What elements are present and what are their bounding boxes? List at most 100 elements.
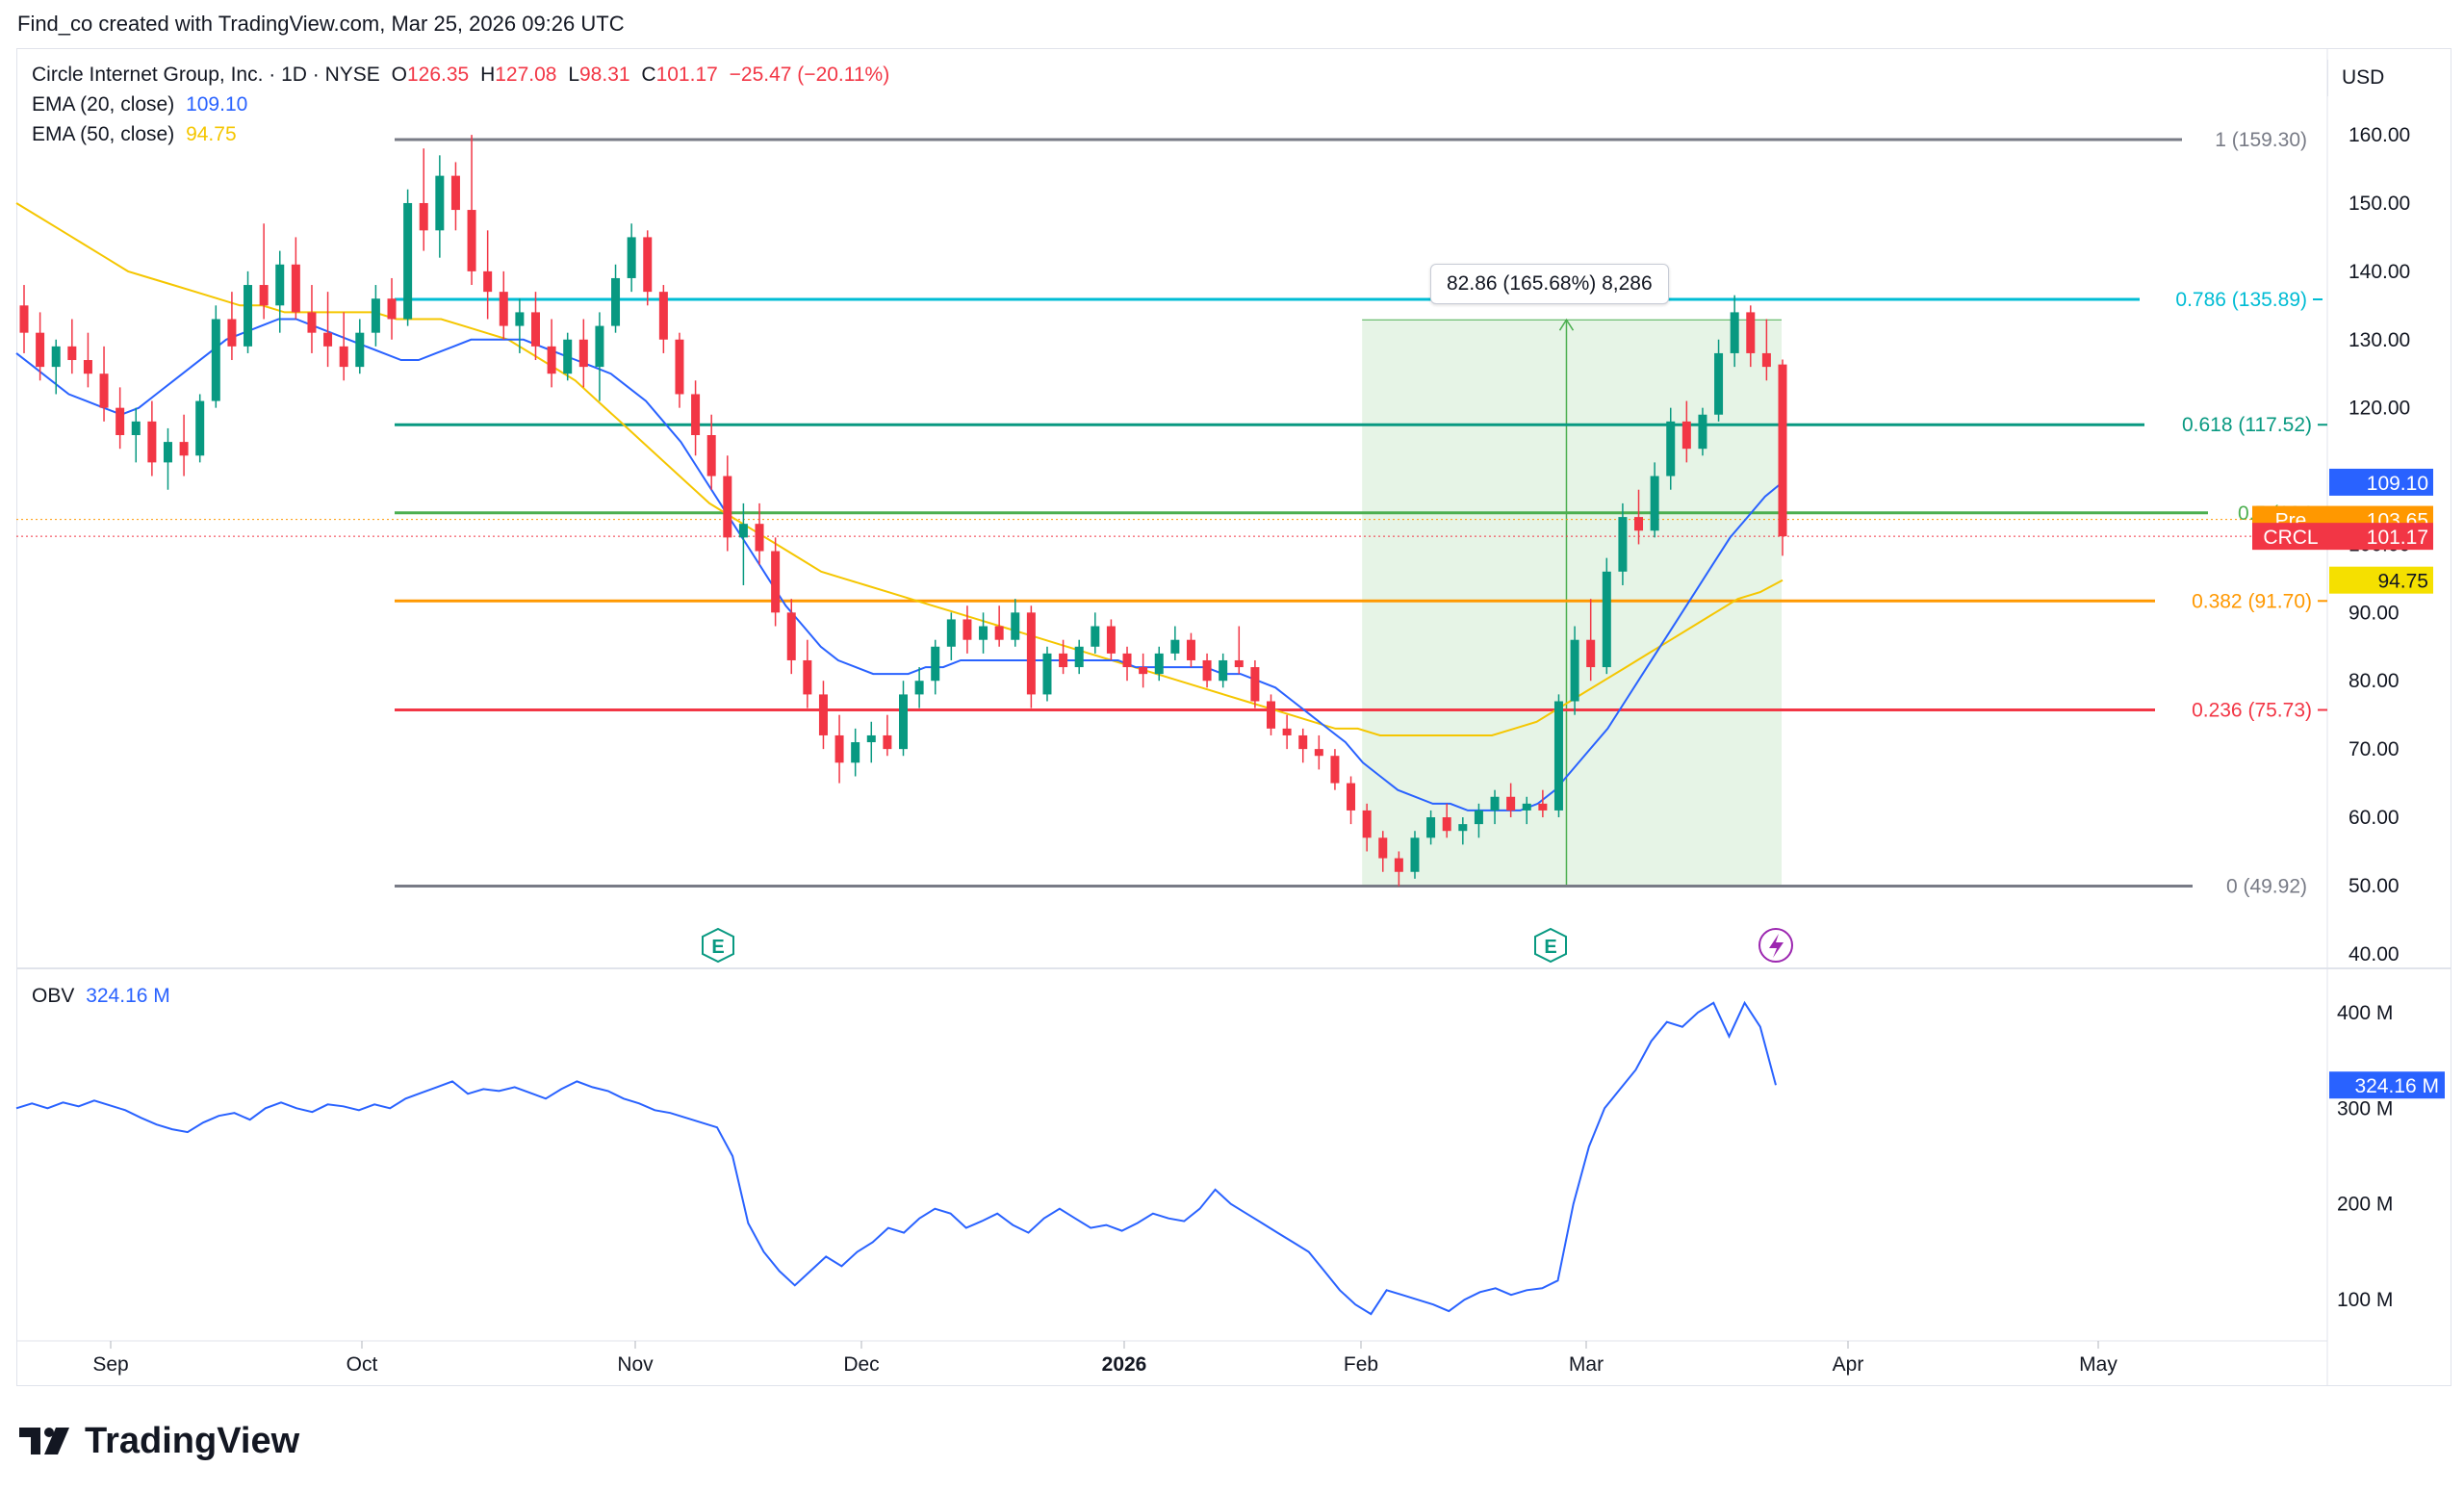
price-axis-tick: 50.00 <box>2348 875 2400 897</box>
candle-body <box>530 312 540 347</box>
candle-body <box>1506 796 1516 811</box>
legend-high: H127.08 <box>480 64 557 86</box>
candle-body <box>627 237 636 278</box>
candle-body <box>1410 837 1420 872</box>
ema20-price-tag-bg <box>2329 468 2433 496</box>
candle-body <box>1666 421 1676 476</box>
price-axis-tick: 90.00 <box>2348 602 2400 624</box>
time-axis-tick: Sep <box>92 1353 128 1376</box>
candle-body <box>1681 421 1691 450</box>
candle-body <box>578 339 588 368</box>
candle-body <box>1618 517 1628 572</box>
candle-body <box>179 442 189 456</box>
candle-body <box>1602 571 1611 668</box>
crcl-price-tag-bg <box>2329 523 2433 551</box>
candle-body <box>211 319 220 401</box>
candle-body <box>323 332 333 347</box>
candle-body <box>339 346 348 368</box>
fib-level-label: 0.382 (91.70) <box>2192 590 2312 612</box>
legend-ema50[interactable]: EMA (50, close) 94.75 <box>32 123 243 146</box>
ema20-price-tag: 109.10 <box>2367 473 2428 495</box>
candle-body <box>595 325 604 368</box>
legend-ema50-label: EMA (50, close) <box>32 123 175 145</box>
candle-body <box>19 305 29 333</box>
earnings-marker-letter: E <box>711 937 724 958</box>
candle-body <box>1490 796 1500 811</box>
candle-body <box>387 298 397 320</box>
candle-body <box>834 734 844 763</box>
crcl-price-tag: 101.17 <box>2367 527 2428 549</box>
candle-body <box>1442 817 1451 832</box>
earnings-marker-badge <box>702 927 734 964</box>
candle-body <box>1059 653 1068 668</box>
candle-body <box>1122 653 1132 668</box>
candle-body <box>1538 803 1548 811</box>
ema50-price-tag: 94.75 <box>2377 571 2428 593</box>
obv-axis-tick: 200 M <box>2337 1194 2393 1216</box>
candle-body <box>244 285 253 347</box>
legend-close: C101.17 <box>641 64 718 86</box>
candle-body <box>611 277 621 326</box>
candle-body <box>307 312 317 333</box>
candle-body <box>738 524 748 538</box>
candle-body <box>1250 667 1260 702</box>
candle-body <box>1282 728 1292 735</box>
ema50-price-tag-bg <box>2329 566 2433 594</box>
fib-level-label: 0.236 (75.73) <box>2192 700 2312 722</box>
fib-level-label: 0.786 (135.89) <box>2175 289 2307 311</box>
candle-body <box>1474 810 1483 825</box>
tradingview-logo-text: TradingView <box>85 1420 300 1461</box>
legend-ema20[interactable]: EMA (20, close) 109.10 <box>32 93 253 116</box>
candle-body <box>147 421 157 463</box>
candle-body <box>1761 352 1771 368</box>
candle-body <box>994 626 1004 640</box>
candle-body <box>851 742 860 763</box>
candle-body <box>1458 824 1468 832</box>
price-axis-tick: 160.00 <box>2348 124 2410 146</box>
candle-body <box>1186 639 1195 660</box>
price-axis-tick: 140.00 <box>2348 261 2410 283</box>
candle-body <box>1139 667 1148 675</box>
legend-ema20-label: EMA (20, close) <box>32 93 175 116</box>
candle-body <box>403 202 413 320</box>
candle-body <box>1091 626 1100 647</box>
candle-body <box>1746 312 1756 353</box>
candle-body <box>36 332 45 368</box>
legend-obv-value: 324.16 M <box>86 985 170 1007</box>
candle-body <box>1106 626 1116 654</box>
candle-body <box>1553 701 1563 811</box>
candle-body <box>67 346 77 361</box>
price-axis-tick: 130.00 <box>2348 329 2410 351</box>
currency-button[interactable]: USD <box>2327 60 2433 96</box>
legend-open: O126.35 <box>391 64 470 86</box>
legend-obv[interactable]: OBV 324.16 M <box>32 985 176 1008</box>
earnings-marker-letter: E <box>1544 937 1556 958</box>
tradingview-logo[interactable]: TradingView <box>19 1420 299 1462</box>
price-axis-tick: 120.00 <box>2348 398 2410 420</box>
candle-body <box>275 264 285 306</box>
obv-axis-tick: 100 M <box>2337 1289 2393 1311</box>
candle-body <box>946 619 956 647</box>
candle-body <box>1522 803 1531 811</box>
candle-body <box>914 681 924 695</box>
fib-level-label: 0.618 (117.52) <box>2182 414 2312 436</box>
obv-value-tag-bg <box>2329 1071 2445 1099</box>
candle-body <box>931 646 940 682</box>
candle-body <box>1298 734 1308 750</box>
candle-body <box>1042 653 1052 695</box>
time-axis-tick: May <box>2079 1353 2118 1376</box>
candle-body <box>1202 659 1212 682</box>
time-axis-tick: Dec <box>843 1353 879 1376</box>
candle-body <box>1378 837 1388 859</box>
price-axis-tick: 80.00 <box>2348 670 2400 692</box>
candle-body <box>1219 659 1228 682</box>
chart-credit: Find_co created with TradingView.com, Ma… <box>17 12 625 36</box>
candle-body <box>755 524 764 552</box>
obv-line <box>15 1000 1777 1316</box>
time-axis-tick: Oct <box>346 1353 378 1376</box>
candle-body <box>899 694 908 750</box>
candle-body <box>1267 701 1276 729</box>
candle-body <box>99 373 109 408</box>
candle-body <box>355 332 365 368</box>
